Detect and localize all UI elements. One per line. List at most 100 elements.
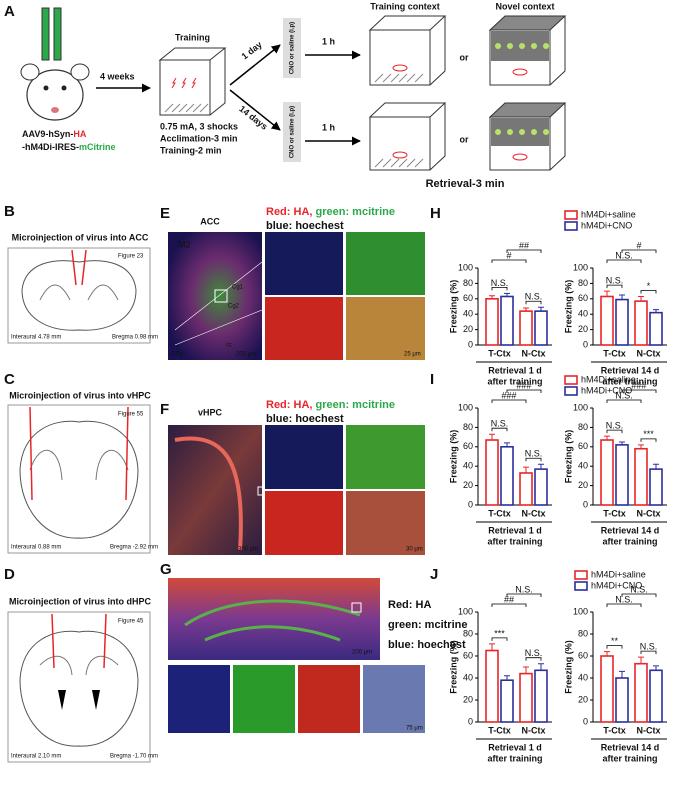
significance-bracket (491, 603, 527, 607)
arrow (229, 44, 281, 86)
panel-d: D Microinjection of virus into dHPC Figu… (4, 566, 158, 763)
micrograph (265, 232, 343, 295)
y-tick-label: 40 (463, 309, 473, 319)
x-axis-label: Retrieval 1 d (488, 365, 542, 375)
significance-label: ** (611, 636, 619, 646)
virus-label: AAV9-hSyn-HA (22, 129, 87, 139)
x-axis-label: after training (602, 536, 657, 546)
atlas-frame (7, 611, 151, 763)
error-bar (489, 295, 495, 299)
bar (600, 655, 614, 723)
region-tag: cc (226, 343, 232, 349)
significance-bracket (606, 429, 623, 434)
panel-letter: I (430, 371, 434, 388)
scale-bar-label: 200 μm (236, 352, 256, 358)
significance-label: * (647, 281, 651, 291)
y-tick-label: 80 (578, 422, 588, 432)
x-tick-label: N-Ctx (637, 725, 661, 735)
legend-label: hM4Di+CNO (581, 385, 632, 395)
error-bar (538, 306, 544, 312)
bar (519, 310, 533, 346)
micrograph (346, 491, 425, 555)
virus-text: AAV9-hSyn- (22, 129, 73, 139)
training-label: Training (175, 32, 210, 42)
stain-legend: Red: HA, green: mcitrine (266, 206, 395, 218)
significance-bracket (491, 399, 527, 403)
panel-a: A AAV9-hSyn-HA -hM4Di-IRES-mCitrine 4 we… (4, 1, 567, 190)
error-bar (504, 292, 510, 297)
panel-b: B Microinjection of virus into ACC Figur… (4, 203, 158, 344)
bar (534, 669, 548, 723)
atlas-figure: Figure 55 (118, 412, 144, 418)
significance-label: N.S. (615, 250, 633, 260)
x-tick-label: T-Ctx (488, 508, 511, 518)
x-axis-label: after training (602, 753, 657, 763)
legend-swatch (574, 581, 588, 591)
stain-blue: blue: hoechest (388, 639, 466, 651)
atlas-bregma: Bregma 0.98 mm (112, 335, 158, 341)
shock-label: 0.75 mA, 3 shocks (160, 121, 238, 131)
day-label: 1 day (240, 39, 264, 61)
significance-bracket (491, 637, 508, 641)
error-bar (489, 643, 495, 651)
significance-label: N.S. (515, 584, 533, 594)
bar (600, 439, 614, 506)
significance-bracket (640, 438, 657, 442)
y-axis-label: Freezing (%) (563, 640, 573, 694)
micrograph (265, 425, 343, 489)
error-bar (538, 463, 544, 470)
significance-label: N.S. (606, 421, 624, 431)
panel-letter: E (160, 205, 170, 222)
panel-c: C Microinjection of virus into vHPC Figu… (4, 371, 158, 554)
significance-bracket (606, 284, 623, 289)
significance-label: N.S. (525, 648, 543, 658)
x-axis-label: Retrieval 14 d (601, 365, 660, 375)
x-tick-label: T-Ctx (603, 725, 626, 735)
y-tick-label: 80 (463, 628, 473, 638)
atlas-interaural: Interaural 0.88 mm (11, 545, 61, 551)
micrograph (363, 665, 425, 733)
significance-bracket (606, 645, 623, 649)
region-tag: Cg1 (232, 285, 244, 291)
virus-label: -hM4Di-IRES-mCitrine (22, 142, 116, 152)
significance-bracket (506, 389, 542, 393)
region-label: vHPC (198, 407, 223, 417)
significance-label: ## (504, 594, 514, 604)
bar (519, 672, 533, 723)
x-tick-label: N-Ctx (522, 348, 546, 358)
virus-mcitrine: mCitrine (79, 142, 116, 152)
y-axis-label: Freezing (%) (448, 280, 458, 334)
injection-label: CNO or saline (i.p) (290, 22, 296, 74)
or-label: or (460, 134, 469, 144)
bar (600, 295, 614, 346)
virus-ha: HA (73, 129, 86, 139)
significance-label: # (506, 250, 511, 260)
atlas-title: Microinjection of virus into vHPC (9, 390, 151, 400)
bar (485, 649, 499, 723)
panel-letter: G (160, 561, 172, 578)
scale-bar-label: 75 μm (406, 726, 423, 732)
significance-label: ### (631, 380, 646, 390)
significance-bracket (640, 290, 657, 294)
panel-letter: C (4, 371, 15, 388)
legend-swatch (564, 375, 578, 385)
stain-legend: Red: HA, green: mcitrine (266, 399, 395, 411)
atlas-frame (7, 247, 151, 344)
x-axis-label: after training (487, 536, 542, 546)
panel-e: E ACC Red: HA, green: mcitrine blue: hoe… (160, 205, 425, 360)
injection-box (283, 18, 301, 78)
significance-bracket (491, 259, 527, 263)
x-axis-label: Retrieval 14 d (601, 742, 660, 752)
legend-swatch (564, 210, 578, 220)
y-axis-label: Freezing (%) (563, 430, 573, 484)
panel-letter: D (4, 566, 15, 583)
or-label: or (460, 52, 469, 62)
bar (634, 300, 648, 346)
stain-green: green: mcitrine (316, 206, 395, 218)
x-axis-label: Retrieval 14 d (601, 525, 660, 535)
legend-label: hM4Di+saline (581, 374, 636, 384)
bar (534, 310, 548, 346)
x-tick-label: T-Ctx (488, 348, 511, 358)
y-tick-label: 0 (468, 716, 473, 726)
significance-label: N.S. (491, 419, 509, 429)
